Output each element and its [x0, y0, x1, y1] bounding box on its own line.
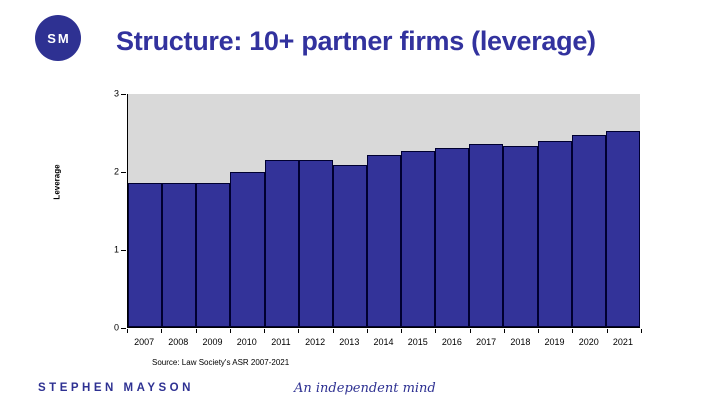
- x-tick-mark: [435, 329, 437, 333]
- x-tick-label: 2020: [578, 337, 599, 347]
- x-tick-label: 2008: [168, 337, 189, 347]
- x-tick-mark: [229, 329, 231, 333]
- x-tick-label: 2013: [339, 337, 360, 347]
- y-tick-mark: [121, 250, 126, 251]
- y-tick-label: 0: [113, 322, 119, 333]
- sm-logo: SM: [35, 15, 81, 61]
- x-tick-label: 2007: [134, 337, 155, 347]
- x-axis-tick-labels: 2007 2008 2009 2010 2011 2012 2013 2014 2015 2016…: [127, 337, 640, 347]
- bar-2017: [469, 143, 504, 327]
- x-tick-mark: [503, 329, 505, 333]
- y-tick-label: 3: [113, 88, 119, 99]
- page-title: Structure: 10+ partner firms (leverage): [116, 26, 596, 56]
- x-tick-mark: [264, 329, 266, 333]
- x-tick-label: 2019: [544, 337, 565, 347]
- x-tick-mark: [161, 329, 163, 333]
- x-tick-mark: [606, 329, 608, 333]
- x-tick-label: 2012: [305, 337, 326, 347]
- x-tick-label: 2011: [271, 337, 291, 347]
- y-tick-mark: [121, 172, 126, 173]
- x-tick-mark: [195, 329, 197, 333]
- bar-2007: [128, 183, 163, 327]
- source-note: Source: Law Society's ASR 2007-2021: [152, 358, 290, 367]
- x-tick-mark: [401, 329, 403, 333]
- y-tick-mark: [121, 328, 126, 329]
- brand-name: STEPHEN MAYSON: [38, 382, 194, 394]
- bar-2011: [264, 160, 299, 327]
- x-tick-label: 2009: [202, 337, 223, 347]
- x-tick-mark: [366, 329, 368, 333]
- x-tick-mark: [127, 329, 128, 333]
- x-tick-label: 2016: [441, 337, 462, 347]
- bar-2018: [503, 146, 538, 327]
- x-tick-mark: [332, 329, 334, 333]
- bar-2012: [298, 160, 333, 327]
- x-tick-label: 2010: [236, 337, 257, 347]
- x-tick-label: 2018: [510, 337, 531, 347]
- bar-2021: [605, 130, 640, 327]
- x-tick-label: 2015: [407, 337, 428, 347]
- y-tick-label: 1: [113, 244, 119, 255]
- x-tick-label: 2017: [476, 337, 497, 347]
- bar-2013: [332, 165, 367, 327]
- bar-2020: [571, 135, 606, 327]
- bar-2015: [401, 150, 436, 327]
- x-tick-mark: [469, 329, 471, 333]
- y-tick-label: 2: [113, 166, 119, 177]
- tagline: An independent mind: [294, 381, 436, 396]
- y-tick-mark: [121, 94, 126, 95]
- x-tick-mark: [538, 329, 540, 333]
- logo-text: SM: [47, 30, 71, 46]
- bar-2016: [435, 147, 470, 327]
- bar-2009: [196, 182, 231, 327]
- x-tick-mark: [641, 329, 642, 333]
- x-tick-mark: [572, 329, 574, 333]
- x-axis-ticks: [127, 329, 642, 333]
- x-tick-label: 2021: [612, 337, 633, 347]
- bar-2010: [230, 172, 265, 327]
- plot-area: [127, 94, 640, 328]
- y-axis-label: Leverage: [52, 164, 62, 200]
- x-tick-label: 2014: [373, 337, 394, 347]
- x-tick-mark: [298, 329, 300, 333]
- y-axis-tick-labels: 0 1 2 3: [95, 89, 119, 332]
- bar-2014: [366, 155, 402, 327]
- bar-2008: [162, 182, 197, 327]
- bar-2019: [537, 141, 572, 327]
